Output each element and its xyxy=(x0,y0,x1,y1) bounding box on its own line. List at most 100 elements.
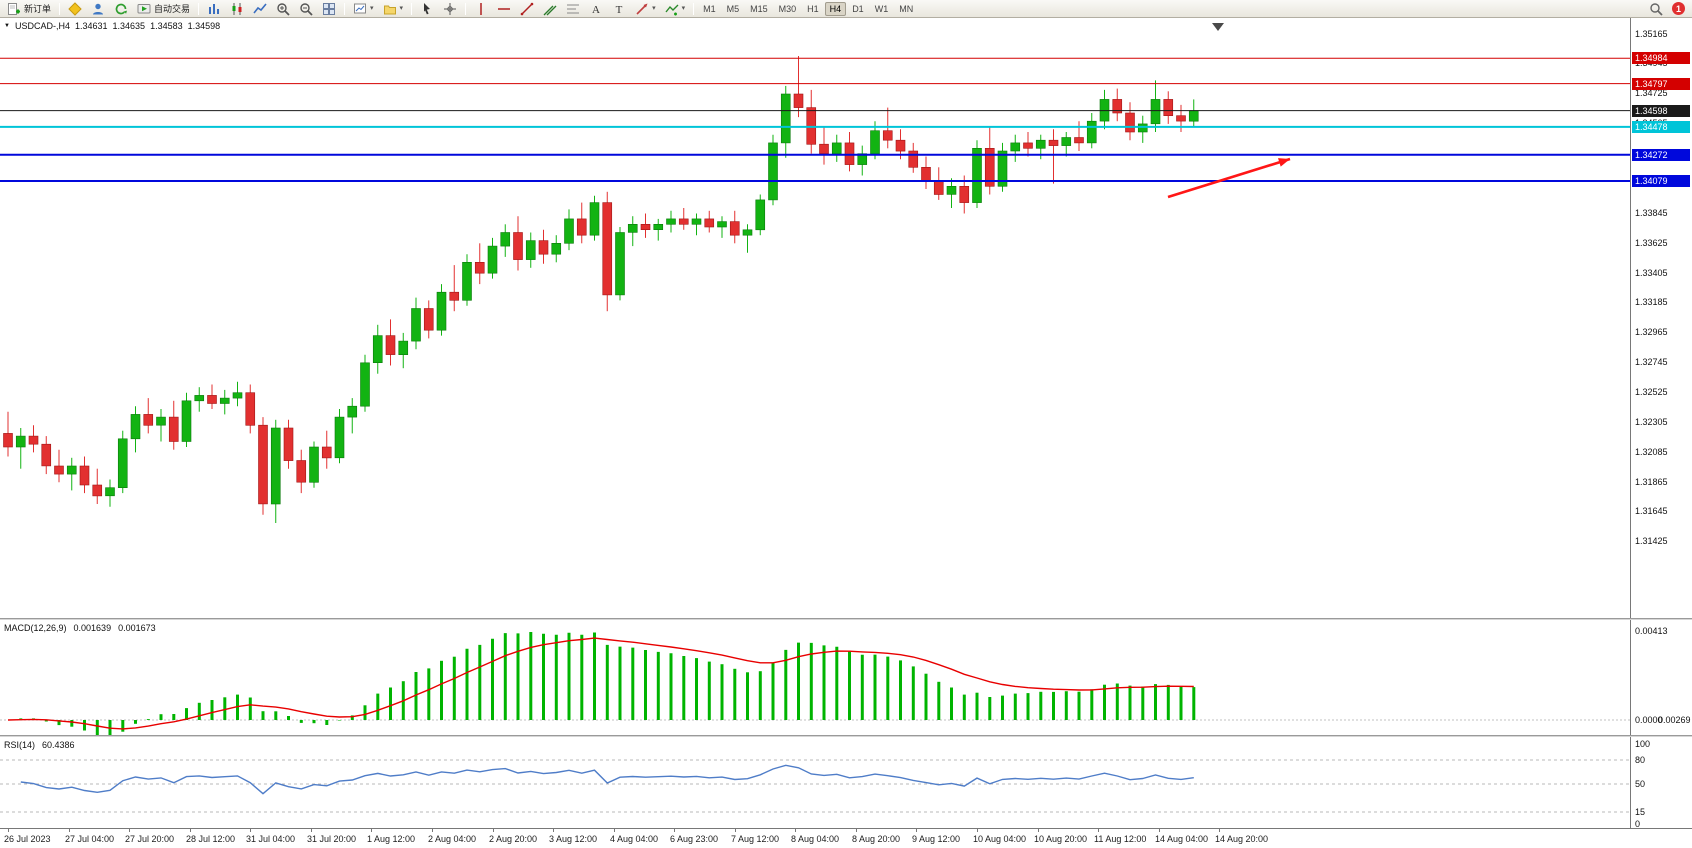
panel-separator[interactable] xyxy=(0,735,1692,737)
refresh-button[interactable] xyxy=(110,1,132,17)
price-scale-label: 1.33405 xyxy=(1635,268,1668,278)
trendline-tool-button[interactable] xyxy=(516,1,538,17)
ohlc-close: 1.34598 xyxy=(187,21,221,31)
time-axis-tick xyxy=(1038,829,1039,832)
price-scale[interactable]: 1.351651.349451.347251.345051.342851.340… xyxy=(1630,18,1692,618)
new-order-button[interactable]: 新订单 xyxy=(3,1,55,17)
profiles-button[interactable]: ▾ xyxy=(379,1,408,17)
zoom-in-button[interactable] xyxy=(272,1,294,17)
zoom-out-button[interactable] xyxy=(295,1,317,17)
new-chart-icon xyxy=(353,2,367,16)
candle-body xyxy=(768,142,778,201)
annotation-arrow[interactable] xyxy=(1167,157,1291,199)
crosshair-tool-button[interactable] xyxy=(439,1,461,17)
time-axis[interactable]: 26 Jul 2023 27 Jul 04:00 27 Jul 20:00 28 Ju… xyxy=(0,828,1692,848)
candle-body xyxy=(602,202,613,296)
candlestick-chart-button[interactable] xyxy=(226,1,248,17)
rsi-scale[interactable]: 100 80 50 15 0 xyxy=(1630,737,1692,829)
label-tool-button[interactable]: T xyxy=(608,1,630,17)
profiles-icon xyxy=(383,2,397,16)
bar-chart-icon xyxy=(207,2,221,16)
svg-text:T: T xyxy=(616,4,623,16)
rsi-name: RSI(14) xyxy=(4,740,36,750)
chart-shift-marker[interactable] xyxy=(1212,23,1224,31)
timeframe-m30-button[interactable]: M30 xyxy=(774,2,802,16)
candle-body xyxy=(423,308,434,331)
panel-separator[interactable] xyxy=(0,618,1692,620)
candle-body xyxy=(1150,99,1161,125)
time-axis-tick xyxy=(190,829,191,832)
text-tool-button[interactable]: A xyxy=(585,1,607,17)
price-scale-label: 1.33185 xyxy=(1635,297,1668,307)
time-axis-label: 28 Jul 12:00 xyxy=(186,834,236,844)
time-axis-tick xyxy=(69,829,70,832)
one-click-trading-toggle[interactable]: ▼ xyxy=(4,22,10,29)
tile-windows-button[interactable] xyxy=(318,1,340,17)
timeframe-m5-button[interactable]: M5 xyxy=(722,2,745,16)
time-axis-label: 3 Aug 12:00 xyxy=(549,834,598,844)
time-axis-tick xyxy=(795,829,796,832)
chart-window: ▼ USDCAD-,H4 1.34631 1.34635 1.34583 1.3… xyxy=(0,18,1692,848)
candle-body xyxy=(92,484,103,497)
timeframe-h1-button[interactable]: H1 xyxy=(802,2,824,16)
new-order-icon xyxy=(7,2,21,16)
macd-scale[interactable]: 0.00413 0.0000 0.00269 xyxy=(1630,620,1692,735)
macd-scale-zero: 0.0000 xyxy=(1635,715,1663,725)
main-chart-plot[interactable]: ▼ USDCAD-,H4 1.34631 1.34635 1.34583 1.3… xyxy=(0,18,1630,618)
timeframe-w1-button[interactable]: W1 xyxy=(870,2,894,16)
arrows-tool-button[interactable]: ▾ xyxy=(631,1,660,17)
cursor-tool-button[interactable] xyxy=(416,1,438,17)
rsi-scale-label: 80 xyxy=(1635,755,1646,765)
dropdown-caret-icon: ▾ xyxy=(652,4,656,12)
macd-panel[interactable]: MACD(12,26,9) 0.001639 0.001673 xyxy=(0,620,1630,735)
time-axis-label: 8 Aug 04:00 xyxy=(791,834,840,844)
time-axis-label: 4 Aug 04:00 xyxy=(610,834,659,844)
time-axis-tick xyxy=(432,829,433,832)
candle-body xyxy=(462,262,472,301)
metaeditor-button[interactable] xyxy=(64,1,86,17)
notification-badge[interactable]: 1 xyxy=(1672,2,1685,15)
candle-body xyxy=(258,424,268,505)
fibonacci-tool-button[interactable] xyxy=(562,1,584,17)
time-axis-tick xyxy=(1098,829,1099,832)
vertical-line-tool-button[interactable] xyxy=(470,1,492,17)
horizontal-line-tool-button[interactable] xyxy=(493,1,515,17)
channel-tool-button[interactable] xyxy=(539,1,561,17)
new-chart-button[interactable]: ▾ xyxy=(349,1,378,17)
candle-body xyxy=(819,143,829,154)
price-badge: 1.34272 xyxy=(1632,149,1690,161)
timeframe-d1-button[interactable]: D1 xyxy=(847,2,869,16)
macd-value-signal: 0.001673 xyxy=(118,623,156,633)
candle-body xyxy=(525,240,536,260)
rsi-line xyxy=(20,764,1194,795)
candle-body xyxy=(1061,137,1072,146)
time-axis-label: 14 Aug 20:00 xyxy=(1215,834,1269,844)
time-axis-label: 27 Jul 04:00 xyxy=(65,834,115,844)
price-scale-label: 1.34725 xyxy=(1635,88,1668,98)
candle-body xyxy=(538,240,549,255)
bar-chart-button[interactable] xyxy=(203,1,225,17)
candle-body xyxy=(487,245,498,274)
candle-body xyxy=(3,433,13,448)
timeframe-m1-button[interactable]: M1 xyxy=(698,2,721,16)
candle-body xyxy=(946,186,957,195)
candle-body xyxy=(334,416,345,459)
rsi-panel[interactable]: RSI(14) 60.4386 xyxy=(0,737,1630,828)
community-button[interactable] xyxy=(87,1,109,17)
autotrading-button[interactable]: 自动交易 xyxy=(133,1,194,17)
candle-body xyxy=(831,142,842,155)
search-button[interactable] xyxy=(1645,1,1667,17)
time-axis-label: 2 Aug 20:00 xyxy=(489,834,538,844)
timeframe-mn-button[interactable]: MN xyxy=(894,2,918,16)
candle-body xyxy=(411,308,421,342)
rsi-scale-label: 50 xyxy=(1635,779,1646,789)
price-badge: 1.34598 xyxy=(1632,105,1690,117)
dropdown-caret-icon: ▾ xyxy=(399,4,404,12)
timeframe-m15-button[interactable]: M15 xyxy=(745,2,773,16)
indicators-button[interactable]: ▾ xyxy=(661,1,690,17)
ohlc-low: 1.34583 xyxy=(150,21,183,31)
timeframe-h4-button[interactable]: H4 xyxy=(824,1,847,16)
candle-body xyxy=(372,335,383,364)
time-axis-label: 1 Aug 12:00 xyxy=(367,834,416,844)
line-chart-button[interactable] xyxy=(249,1,271,17)
